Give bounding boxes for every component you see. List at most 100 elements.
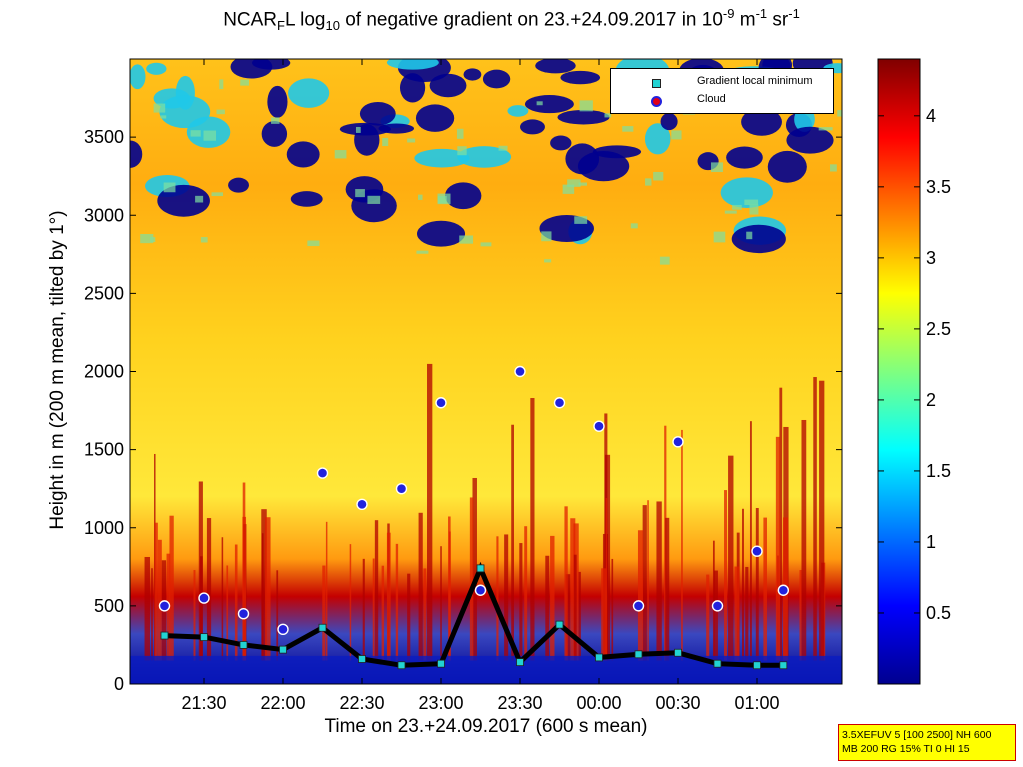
heatmap-streak	[819, 380, 825, 661]
heatmap-streak	[234, 544, 238, 661]
heatmap-blob	[130, 64, 146, 90]
heatmap-streak	[801, 419, 807, 661]
heatmap-speck	[710, 162, 723, 173]
heatmap-speck	[480, 242, 492, 247]
heatmap-streak	[386, 532, 391, 661]
heatmap-blob	[482, 69, 511, 89]
heatmap-blob	[644, 123, 671, 155]
heatmap-streak	[169, 515, 174, 661]
heatmap-blob	[463, 68, 482, 81]
heatmap-speck	[219, 79, 224, 90]
heatmap-blob	[157, 184, 210, 217]
heatmap-streak	[349, 544, 352, 661]
heatmap-streak	[372, 558, 375, 661]
x-tick-label: 01:00	[734, 693, 779, 713]
y-axis-label: Height in m (200 m mean, tilted by 1°)	[47, 210, 68, 530]
heatmap-speck	[541, 231, 552, 242]
heatmap-streak	[261, 533, 264, 661]
heatmap-speck	[724, 210, 737, 214]
x-tick-label: 22:00	[260, 693, 305, 713]
minimum-point	[358, 655, 366, 663]
colorbar	[877, 58, 921, 685]
cloud-point	[514, 365, 526, 378]
heatmap-speck	[671, 130, 682, 140]
minimum-point	[239, 641, 248, 649]
cloud-point	[277, 623, 289, 636]
x-tick-label: 00:00	[576, 693, 621, 713]
heatmap-speck	[622, 126, 634, 132]
x-tick-label: 23:30	[497, 693, 542, 713]
heatmap-speck	[544, 259, 552, 263]
heatmap-blob	[731, 224, 786, 254]
cloud-point	[553, 397, 566, 409]
legend-item-cloud: Cloud	[697, 93, 726, 105]
heatmap-streak	[578, 571, 581, 661]
x-tick-label: 00:30	[655, 693, 700, 713]
heatmap-blob	[386, 59, 439, 70]
heatmap-streak	[418, 512, 423, 661]
heatmap-blob	[267, 85, 288, 118]
cloud-point	[777, 584, 790, 596]
cloud-point	[593, 420, 605, 432]
heatmap-streak	[779, 387, 783, 661]
heatmap-streak	[440, 546, 442, 661]
colorbar-tick-label: 1.5	[926, 461, 951, 481]
heatmap-speck	[382, 137, 389, 147]
heatmap-blob	[524, 95, 574, 114]
heatmap-streak	[144, 556, 150, 661]
colorbar-tick-label: 3.5	[926, 177, 951, 197]
heatmap-speck	[355, 126, 361, 133]
heatmap-streak	[755, 508, 759, 661]
heatmap-speck	[367, 195, 381, 204]
heatmap-streak	[407, 573, 411, 661]
heatmap-streak	[395, 543, 399, 661]
minimum-point	[516, 658, 524, 667]
colorbar-tick-label: 3	[926, 248, 936, 268]
cloud-point	[474, 584, 487, 596]
heatmap-blob	[720, 177, 773, 208]
heatmap-streak	[742, 508, 744, 661]
heatmap-streak	[706, 574, 710, 661]
heatmap-blob	[557, 109, 610, 125]
minimum-point	[555, 620, 564, 629]
heatmap-speck	[818, 127, 833, 131]
heatmap-streak	[545, 555, 550, 661]
y-tick-label: 2000	[84, 362, 124, 382]
heatmap-streak	[775, 436, 781, 661]
heatmap-streak	[448, 516, 451, 661]
colorbar-tick-label: 0.5	[926, 603, 951, 623]
heatmap-speck	[240, 79, 249, 86]
cloud-point	[395, 482, 408, 495]
heatmap-streak	[570, 518, 576, 661]
minimum-point	[279, 645, 287, 654]
heatmap-speck	[830, 164, 837, 172]
minimum-point	[437, 659, 445, 668]
heatmap-speck	[746, 231, 753, 240]
heatmap-streak	[325, 521, 328, 661]
y-tick-label: 1000	[84, 518, 124, 538]
heatmap-speck	[604, 113, 612, 118]
y-tick-label: 1500	[84, 440, 124, 460]
heatmap-speck	[195, 195, 204, 203]
heatmap-speck	[567, 179, 581, 187]
heatmap-streak	[530, 398, 535, 661]
heatmap-blob	[286, 141, 320, 168]
heatmap-blob	[228, 177, 249, 193]
heatmap-blob	[741, 108, 782, 136]
colorbar-tick-label: 2	[926, 390, 936, 410]
y-tick-label: 3500	[84, 127, 124, 147]
heatmap-speck	[216, 109, 225, 115]
heatmap-streak	[564, 506, 568, 661]
legend-item-minimum: Gradient local minimum	[697, 75, 813, 87]
cloud-point	[198, 592, 210, 604]
heatmap-streak	[322, 565, 326, 661]
heatmap-blob	[378, 123, 415, 134]
heatmap-speck	[645, 178, 652, 186]
x-tick-label: 23:00	[418, 693, 463, 713]
y-tick-label: 2500	[84, 283, 124, 303]
heatmap-blob	[130, 140, 143, 168]
heatmap-blob	[660, 112, 678, 131]
heatmap-blob	[261, 121, 288, 147]
heatmap-streak	[226, 565, 229, 661]
